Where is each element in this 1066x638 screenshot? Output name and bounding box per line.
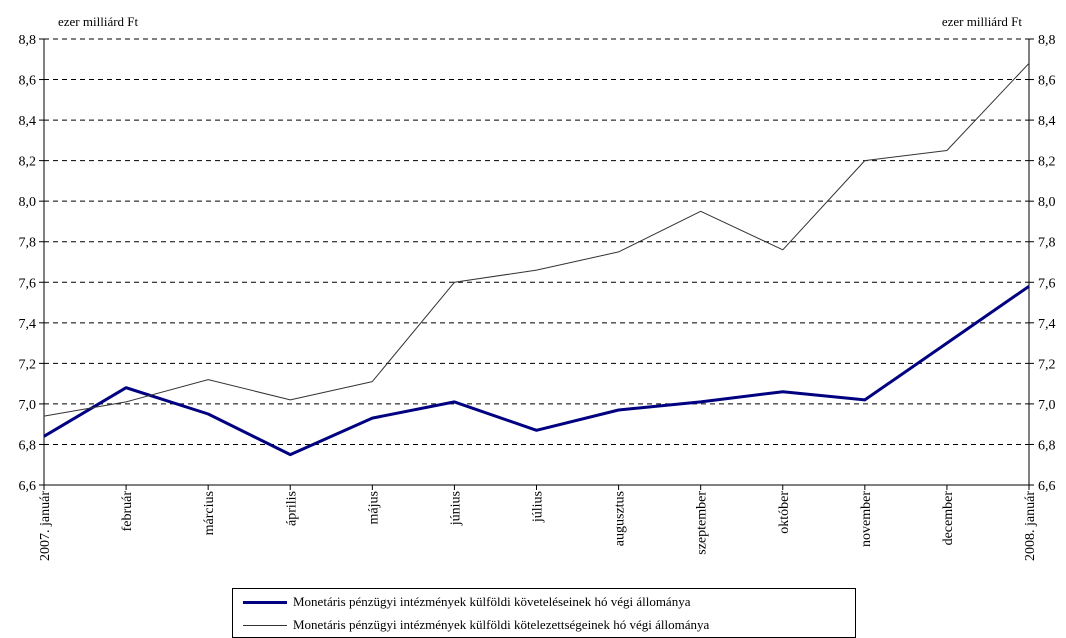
y-tick-label-left: 8,6 bbox=[19, 74, 37, 89]
y-tick-label-right: 8,8 bbox=[1038, 33, 1056, 48]
y-axis-right-unit: ezer milliárd Ft bbox=[941, 14, 1022, 29]
legend-swatch-liabilities bbox=[243, 624, 287, 626]
y-tick-label-right: 8,2 bbox=[1038, 155, 1056, 170]
x-tick-label: február bbox=[120, 491, 135, 532]
y-tick-label-right: 6,8 bbox=[1038, 438, 1056, 453]
y-tick-label-right: 8,6 bbox=[1038, 74, 1056, 89]
axes bbox=[39, 38, 1034, 490]
y-tick-label-left: 8,8 bbox=[19, 33, 37, 48]
x-tick-label: december bbox=[941, 491, 956, 546]
y-tick-label-left: 7,0 bbox=[19, 398, 37, 413]
x-tick-label: április bbox=[284, 491, 299, 526]
x-tick-label: május bbox=[366, 491, 381, 524]
x-tick-label: 2007. január bbox=[38, 491, 53, 561]
y-tick-label-right: 7,2 bbox=[1038, 357, 1056, 372]
y-tick-label-left: 7,6 bbox=[19, 276, 37, 291]
y-tick-label-left: 8,2 bbox=[19, 155, 37, 170]
y-tick-label-left: 7,4 bbox=[19, 317, 37, 332]
line-chart: 6,6 6,8 7,0 7,2 7,4 7,6 7,8 8,0 8,2 8,4 8,6 8,8 6,6… bbox=[19, 33, 1056, 561]
legend-item-claims: Monetáris pénzügyi intézmények külföldi … bbox=[243, 592, 690, 612]
y-axis-left-ticks: 6,6 6,8 7,0 7,2 7,4 7,6 7,8 8,0 8,2 8,4 8,6 8,8 bbox=[19, 33, 37, 494]
series-line-liabilities bbox=[43, 62, 1030, 417]
y-tick-label-right: 7,0 bbox=[1038, 398, 1056, 413]
legend-label-claims: Monetáris pénzügyi intézmények külföldi … bbox=[293, 594, 691, 609]
y-tick-label-left: 7,8 bbox=[19, 236, 37, 251]
x-tick-label: augusztus bbox=[613, 491, 628, 546]
x-tick-label: szeptember bbox=[695, 491, 710, 555]
y-tick-label-right: 7,6 bbox=[1038, 276, 1056, 291]
x-tick-label: november bbox=[859, 491, 874, 547]
legend-item-liabilities: Monetáris pénzügyi intézmények külföldi … bbox=[243, 615, 709, 635]
x-tick-label: 2008. január bbox=[1023, 491, 1038, 561]
legend-swatch-claims bbox=[243, 600, 287, 604]
series-line-claims bbox=[43, 285, 1030, 457]
y-tick-label-left: 6,8 bbox=[19, 438, 37, 453]
y-axis-left-unit: ezer milliárd Ft bbox=[58, 14, 139, 29]
y-tick-label-left: 6,6 bbox=[19, 479, 37, 494]
y-tick-label-right: 7,8 bbox=[1038, 236, 1056, 251]
y-tick-label-left: 8,4 bbox=[19, 114, 37, 129]
y-tick-label-right: 8,0 bbox=[1038, 195, 1056, 210]
y-tick-label-right: 8,4 bbox=[1038, 114, 1056, 129]
x-tick-label: július bbox=[531, 491, 546, 523]
legend: Monetáris pénzügyi intézmények külföldi … bbox=[232, 588, 856, 638]
x-axis-ticks: 2007. január február március április május jú… bbox=[38, 491, 1038, 561]
x-tick-label: június bbox=[448, 491, 463, 526]
y-tick-label-left: 8,0 bbox=[19, 195, 37, 210]
y-axis-right-ticks: 6,6 6,8 7,0 7,2 7,4 7,6 7,8 8,0 8,2 8,4 8,6 8,8 bbox=[1038, 33, 1056, 494]
legend-label-liabilities: Monetáris pénzügyi intézmények külföldi … bbox=[293, 617, 710, 632]
series-lines bbox=[43, 62, 1030, 457]
y-tick-label-right: 6,6 bbox=[1038, 479, 1056, 494]
x-tick-label: március bbox=[202, 491, 217, 535]
x-tick-label: október bbox=[777, 491, 792, 534]
y-tick-label-right: 7,4 bbox=[1038, 317, 1056, 332]
y-tick-label-left: 7,2 bbox=[19, 357, 37, 372]
